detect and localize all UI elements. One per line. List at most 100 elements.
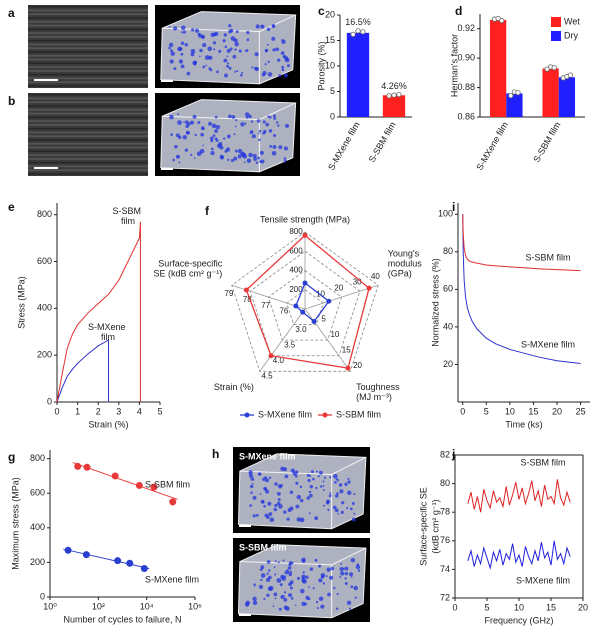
panel-label: a: [8, 6, 15, 20]
sem-layer: [28, 62, 148, 65]
blue-flake: [306, 473, 310, 477]
sem-layer: [28, 112, 148, 115]
blue-flake: [309, 567, 314, 571]
blue-flake: [326, 499, 330, 503]
sem-layer: [28, 9, 148, 12]
y-axis-label: Porosity (%): [316, 41, 326, 90]
sem-layer: [28, 5, 148, 8]
blue-flake: [262, 120, 266, 124]
blue-flake: [344, 582, 348, 586]
blue-flake: [219, 145, 224, 150]
blue-flake: [255, 24, 260, 29]
y-tick-label: 0: [330, 111, 335, 121]
sem-layer: [28, 108, 148, 111]
panel-label: c: [318, 4, 325, 18]
blue-flake: [226, 49, 231, 53]
radar-point: [326, 298, 332, 304]
panel-label: h: [212, 447, 219, 461]
blue-flake: [309, 484, 314, 489]
blue-flake: [248, 114, 252, 119]
y-axis-label: Normalized stress (%): [430, 258, 440, 347]
radar-grid: [286, 289, 324, 325]
radar-tick-label: 10: [316, 290, 325, 299]
blue-flake: [314, 558, 318, 562]
blue-flake: [322, 582, 326, 585]
sem-layer: [28, 135, 148, 137]
data-point: [150, 483, 158, 491]
blue-flake: [327, 592, 331, 597]
blue-flake: [185, 124, 189, 129]
blue-flake: [263, 504, 266, 508]
replicate-point: [515, 90, 521, 96]
x-tick-label: 25: [576, 406, 586, 416]
radar-point: [311, 318, 317, 324]
radar-tick-label: 78: [243, 295, 252, 304]
blue-flake: [266, 572, 269, 575]
blue-flake: [215, 138, 219, 142]
y-tick-label: 60: [443, 284, 453, 294]
blue-flake: [235, 30, 239, 34]
blue-flake: [278, 607, 282, 611]
blue-flake: [184, 148, 189, 152]
blue-flake: [268, 116, 272, 119]
y-tick-label: 800: [37, 209, 52, 219]
blue-flake: [266, 560, 271, 564]
blue-flake: [244, 112, 250, 117]
blue-flake: [337, 512, 340, 515]
replicate-point: [391, 92, 397, 98]
sem-layer: [28, 54, 148, 57]
radar-point: [243, 287, 249, 293]
panel-label: b: [8, 94, 15, 108]
x-axis-label: Number of cycles to failure, N: [63, 614, 181, 624]
x-tick-label: 5: [484, 406, 489, 416]
value-label: 4.26%: [381, 81, 407, 91]
blue-flake: [200, 132, 205, 137]
blue-flake: [274, 560, 277, 563]
blue-flake: [219, 154, 224, 159]
blue-flake: [263, 597, 266, 601]
blue-flake: [299, 498, 304, 503]
blue-flake: [283, 157, 287, 160]
radar-tick-label: 15: [342, 346, 351, 355]
series-annotation: S-MXene film: [521, 339, 575, 349]
replicate-point: [396, 91, 402, 98]
sem-layer: [28, 150, 148, 153]
blue-flake: [251, 482, 254, 485]
blue-flake: [264, 63, 267, 66]
blue-flake: [335, 494, 339, 498]
blue-flake: [327, 508, 330, 511]
sem-layer: [28, 73, 148, 76]
blue-flake: [344, 482, 348, 486]
data-point: [114, 557, 122, 565]
blue-flake: [283, 591, 287, 594]
blue-flake: [214, 115, 218, 119]
radar-point: [268, 353, 274, 359]
y-tick-label: 40: [443, 321, 453, 331]
blue-flake: [185, 130, 191, 135]
blue-flake: [323, 476, 327, 479]
blue-flake: [197, 121, 201, 125]
y-tick-label: 10: [325, 60, 335, 70]
radar-axis-label: Surface-specific: [158, 258, 223, 268]
blue-flake: [257, 156, 261, 160]
blue-flake: [250, 491, 253, 494]
blue-flake: [273, 507, 278, 512]
blue-flake: [271, 36, 276, 41]
blue-flake: [272, 605, 275, 608]
blue-flake: [330, 566, 335, 571]
blue-flake: [202, 43, 207, 48]
x-tick-label: 0: [452, 602, 457, 612]
blue-flake: [234, 48, 237, 51]
blue-flake: [234, 149, 238, 153]
blue-flake: [280, 51, 285, 56]
blue-flake: [341, 501, 345, 505]
blue-flake: [258, 129, 262, 133]
blue-flake: [194, 28, 200, 33]
blue-flake: [210, 139, 214, 143]
blue-flake: [248, 152, 253, 158]
blue-flake: [336, 592, 339, 596]
blue-flake: [276, 578, 282, 583]
blue-flake: [275, 121, 279, 124]
blue-flake: [320, 572, 326, 578]
y-tick-label: 0.88: [457, 82, 475, 92]
